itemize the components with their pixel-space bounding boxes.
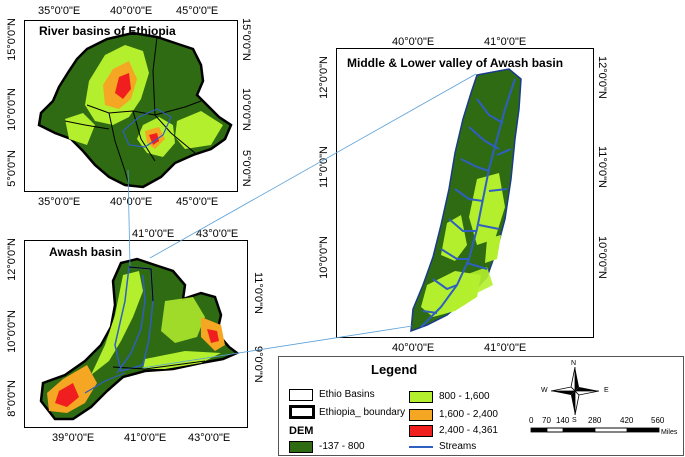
compass-north: N — [571, 360, 577, 367]
awash-map-title: Awash basin — [49, 245, 123, 259]
awash-map-graphic — [39, 257, 240, 421]
ethiopia-right-tick-3: 5°0'0"N — [240, 150, 252, 187]
ethiopia-left-tick-3: 5°0'0"N — [6, 150, 18, 187]
awash-map-frame: Awash basin — [24, 240, 248, 428]
valley-top-tick-1: 40°0'0"E — [392, 36, 435, 48]
dem-class-2-label: 800 - 1,600 — [439, 391, 490, 402]
legend-box: Legend Ethio Basins Ethiopia_ boundary D… — [278, 356, 684, 456]
dem-class-3-swatch — [409, 409, 433, 421]
dem-heading: DEM — [289, 425, 314, 437]
ethiopia-map-title: River basins of Ethiopia — [39, 24, 176, 38]
ethiopia-bottom-tick-2: 40°0'0"E — [110, 196, 153, 208]
awash-right-tick-1: 11°0'0"N — [252, 272, 264, 315]
valley-left-tick-2: 11°0'0"N — [318, 146, 330, 189]
ethiopia-map-graphic — [37, 31, 233, 189]
streams-label: Streams — [439, 441, 477, 452]
awash-left-tick-3: 8°0'0"N — [6, 380, 18, 417]
awash-left-tick-2: 10°0'0"N — [6, 310, 18, 353]
awash-top-tick-1: 41°0'0"E — [132, 228, 175, 240]
compass-east: E — [604, 387, 609, 394]
valley-top-tick-2: 41°0'0"E — [484, 36, 527, 48]
awash-right-tick-2: 9°0'0"N — [252, 346, 264, 383]
dem-class-3-label: 1,600 - 2,400 — [439, 409, 498, 420]
dem-class-4-label: 2,400 - 4,361 — [439, 425, 498, 436]
scale-label-0: 0 — [529, 416, 534, 425]
awash-top-tick-2: 43°0'0"E — [196, 228, 239, 240]
ethio-basins-label: Ethio Basins — [319, 389, 375, 400]
compass-rose-icon — [550, 366, 600, 416]
ethiopia-boundary-swatch — [289, 405, 315, 419]
valley-right-tick-2: 11°0'0"N — [596, 146, 608, 189]
ethiopia-map-frame: River basins of Ethiopia — [24, 20, 238, 192]
legend-title: Legend — [371, 362, 418, 377]
ethiopia-boundary-label: Ethiopia_ boundary — [319, 407, 406, 418]
scale-unit: Miles — [661, 429, 678, 436]
scale-label-70: 70 — [542, 416, 551, 425]
dem-class-4-swatch — [409, 425, 433, 437]
ethiopia-left-tick-1: 15°0'0"N — [6, 18, 18, 61]
ethiopia-top-tick-3: 45°0'0"E — [176, 5, 219, 17]
valley-left-tick-1: 12°0'0"N — [318, 56, 330, 99]
scale-label-140: 140 — [556, 416, 570, 425]
ethio-basins-swatch — [289, 389, 313, 401]
compass-west: W — [541, 387, 548, 394]
ethiopia-right-tick-1: 15°0'0"N — [240, 18, 252, 61]
valley-map-title: Middle & Lower valley of Awash basin — [347, 56, 564, 70]
scale-bar — [530, 427, 660, 433]
awash-bottom-tick-3: 43°0'0"E — [188, 432, 231, 444]
ethiopia-left-tick-2: 10°0'0"N — [6, 88, 18, 131]
valley-bottom-tick-2: 41°0'0"E — [484, 342, 527, 354]
valley-left-tick-3: 10°0'0"N — [318, 236, 330, 279]
ethiopia-top-tick-1: 35°0'0"E — [38, 5, 81, 17]
scale-label-560: 560 — [651, 416, 665, 425]
dem-class-1-label: -137 - 800 — [319, 441, 365, 452]
ethiopia-right-tick-2: 10°0'0"N — [240, 88, 252, 131]
compass-south: S — [572, 417, 577, 424]
ethiopia-top-tick-2: 40°0'0"E — [110, 5, 153, 17]
ethiopia-bottom-tick-1: 35°0'0"E — [38, 196, 81, 208]
valley-right-tick-1: 12°0'0"N — [596, 56, 608, 99]
ethiopia-bottom-tick-3: 45°0'0"E — [176, 196, 219, 208]
scale-label-420: 420 — [620, 416, 634, 425]
awash-bottom-tick-1: 39°0'0"E — [52, 432, 95, 444]
dem-class-1-swatch — [289, 441, 313, 453]
valley-map-frame: Middle & Lower valley of Awash basin — [336, 48, 594, 338]
valley-bottom-tick-1: 40°0'0"E — [392, 342, 435, 354]
awash-left-tick-1: 12°0'0"N — [6, 238, 18, 281]
dem-class-2-swatch — [409, 391, 433, 403]
valley-right-tick-3: 10°0'0"N — [596, 236, 608, 279]
awash-bottom-tick-2: 41°0'0"E — [124, 432, 167, 444]
streams-swatch — [409, 446, 433, 448]
valley-map-graphic — [410, 68, 522, 333]
scale-label-280: 280 — [588, 416, 602, 425]
